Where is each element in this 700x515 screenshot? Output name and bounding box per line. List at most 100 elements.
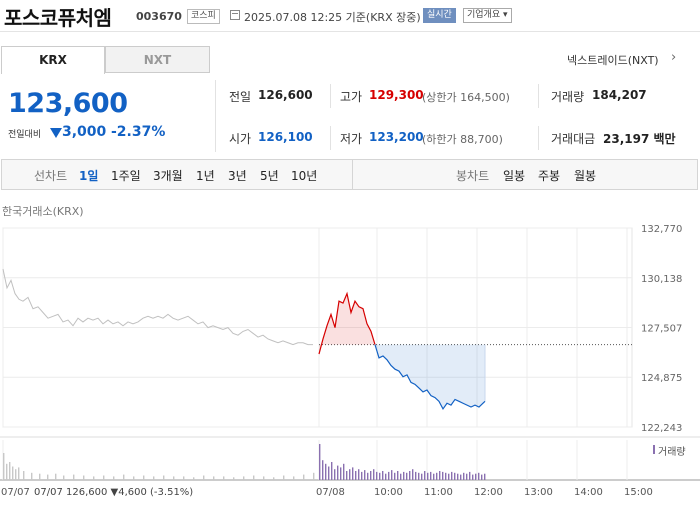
period-3y[interactable]: 3년 [228, 169, 247, 183]
x-tick-label: 11:00 [424, 487, 453, 498]
low-value: 123,200 [369, 130, 424, 144]
volume-bar [253, 475, 255, 480]
stock-header: 포스코퓨처엠 003670 코스피 2025.07.08 12:25 기준(KR… [0, 0, 700, 32]
company-overview-label: 기업개요 [467, 10, 501, 20]
candle-monthly[interactable]: 월봉 [574, 169, 597, 183]
chevron-right-icon[interactable]: › [671, 50, 677, 65]
chart-fills [319, 293, 486, 409]
realtime-button[interactable]: 실시간 [423, 8, 456, 23]
volume-bar [313, 472, 315, 480]
volume-bar [379, 472, 381, 480]
quote-datetime: 2025.07.08 12:25 기준(KRX 장중) [244, 11, 421, 24]
volume-bar [349, 469, 351, 480]
period-1y[interactable]: 1년 [196, 169, 215, 183]
period-3m[interactable]: 3개월 [153, 169, 183, 183]
volume-bar [358, 469, 360, 480]
volume-bar [469, 471, 471, 480]
lower-limit: (하한가 88,700) [422, 133, 503, 146]
volume-bar [193, 477, 195, 480]
volume-bar [415, 471, 417, 480]
volume-bar [55, 473, 57, 480]
company-overview-button[interactable]: 기업개요 ▾ [463, 8, 512, 23]
prev-close-label: 전일 [229, 90, 252, 104]
volume-bar [481, 474, 483, 480]
volume-bar [484, 473, 486, 480]
period-1w[interactable]: 1주일 [111, 169, 141, 183]
volume-bar [233, 477, 235, 480]
volume-bar [328, 466, 330, 480]
volume-bar [63, 475, 65, 480]
down-triangle-icon [50, 128, 62, 138]
volume-bar [133, 476, 135, 480]
candle-daily[interactable]: 일봉 [503, 169, 526, 183]
volume-bar [15, 469, 17, 480]
volume-bar [403, 471, 405, 480]
volume-bar [427, 472, 429, 480]
volume-bar [223, 476, 225, 480]
volume-bar [430, 471, 432, 480]
y-tick-label: 124,875 [641, 373, 682, 384]
volume-bar [421, 473, 423, 480]
volume-bar [203, 475, 205, 480]
stock-code: 003670 [136, 10, 182, 23]
volume-bar [273, 477, 275, 480]
volume-bar [343, 463, 345, 480]
low-label: 저가 [340, 132, 363, 146]
period-5y[interactable]: 5년 [260, 169, 279, 183]
volume-bar [322, 460, 324, 480]
volume-bar [337, 465, 339, 480]
today-up-line [318, 291, 376, 355]
tab-nxt[interactable]: NXT [105, 46, 210, 73]
x-tick-label: 13:00 [524, 487, 553, 498]
volume-bar [361, 471, 363, 480]
volume-bar [442, 471, 444, 480]
period-1d[interactable]: 1일 [79, 169, 99, 183]
volume-bar [346, 471, 348, 480]
period-10y[interactable]: 10년 [291, 169, 318, 183]
volume-bar [39, 473, 41, 480]
nextrade-link[interactable]: 넥스트레이드(NXT) [567, 54, 659, 67]
volume-bar [213, 476, 215, 480]
volume-bar [433, 473, 435, 480]
volume-bar [460, 474, 462, 480]
x-tick-label: 07/07 [1, 487, 30, 498]
volume-bar [23, 471, 25, 480]
high-value: 129,300 [369, 88, 424, 102]
volume-bar [382, 471, 384, 480]
candle-chart-label: 봉차트 [456, 169, 490, 183]
volume-bar [409, 471, 411, 480]
x-tick-label: 12:00 [474, 487, 503, 498]
market-badge: 코스피 [187, 9, 220, 24]
y-tick-label: 132,770 [641, 224, 682, 235]
stats-divider [215, 80, 216, 152]
down-area-fill [375, 344, 485, 409]
volume-bar [394, 472, 396, 480]
y-axis-ticks: 132,770 130,138 127,507 124,875 122,243 [641, 224, 682, 434]
volume-bar [243, 476, 245, 480]
volume-bar [283, 475, 285, 480]
today-down-line [374, 344, 486, 411]
volume-bar [6, 463, 8, 480]
volume-bar [412, 469, 414, 480]
volume-bar [103, 475, 105, 480]
price-change: 3,000 [62, 124, 107, 140]
volume-bar [424, 471, 426, 480]
volume-bar [355, 471, 357, 480]
volume-bar [364, 470, 366, 480]
volume-bar [93, 476, 95, 480]
tab-krx[interactable]: KRX [1, 46, 105, 74]
volume-bar [406, 472, 408, 480]
x-tick-label: 10:00 [374, 487, 403, 498]
exchange-name: 한국거래소(KRX) [2, 205, 84, 218]
stats-divider [330, 126, 331, 150]
volume-bar [385, 473, 387, 480]
volume-bar [457, 473, 459, 480]
volume-bar [143, 475, 145, 480]
amount-label: 거래대금 [551, 132, 596, 146]
x-tick-label: 14:00 [574, 487, 603, 498]
stats-divider [538, 126, 539, 150]
amount-value: 23,197 백만 [603, 132, 676, 146]
chart-grid [0, 227, 700, 481]
candle-weekly[interactable]: 주봉 [538, 169, 561, 183]
